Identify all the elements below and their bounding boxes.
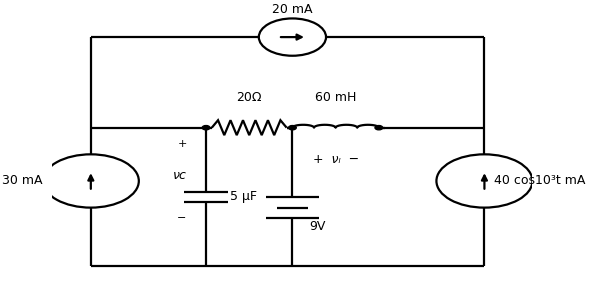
Text: νᴄ: νᴄ (173, 169, 186, 182)
Circle shape (202, 126, 210, 130)
Text: 5 μF: 5 μF (230, 190, 257, 203)
Text: 20Ω: 20Ω (237, 91, 262, 104)
Text: −: − (178, 213, 186, 223)
Circle shape (289, 126, 296, 130)
Circle shape (375, 126, 383, 130)
Text: 40 cos10³t mA: 40 cos10³t mA (494, 174, 585, 188)
Text: +  νₗ  −: + νₗ − (313, 153, 359, 166)
Text: 9V: 9V (309, 220, 326, 233)
Text: 60 mH: 60 mH (315, 91, 356, 104)
Text: 20 mA: 20 mA (272, 3, 313, 16)
Text: 30 mA: 30 mA (2, 174, 43, 188)
Text: +: + (178, 139, 186, 149)
